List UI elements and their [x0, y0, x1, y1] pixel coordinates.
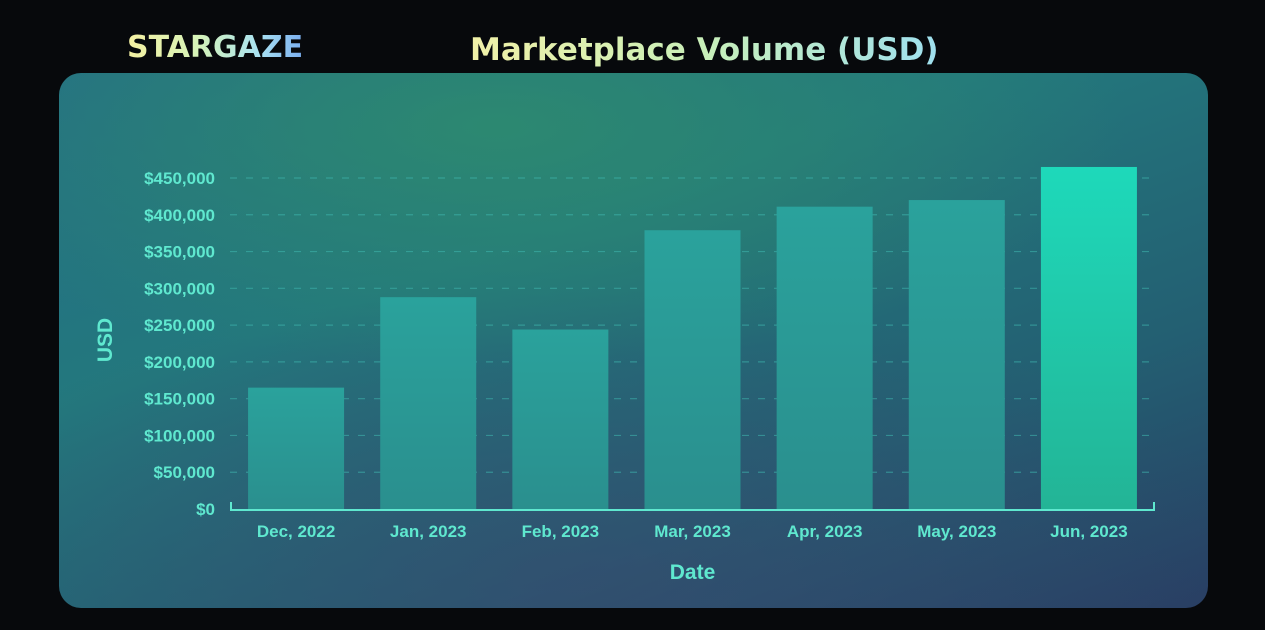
- bars: [248, 166, 1137, 510]
- y-tick-labels: $0 $50,000 $100,000 $150,000 $200,000 $250,00…: [144, 169, 215, 519]
- chart-title: Marketplace Volume (USD): [470, 32, 939, 68]
- y-tick-label: $450,000: [144, 169, 215, 188]
- x-tick-label: Dec, 2022: [257, 522, 335, 541]
- y-tick-label: $50,000: [154, 463, 215, 482]
- y-tick-label: $200,000: [144, 353, 215, 372]
- stargaze-logo: STARGAZE: [127, 30, 304, 65]
- y-tick-label: $350,000: [144, 243, 215, 262]
- y-axis-label: USD: [94, 318, 117, 362]
- x-tick-label: Jun, 2023: [1050, 522, 1128, 541]
- y-tick-label: $0: [196, 500, 215, 519]
- x-tick-label: Jan, 2023: [390, 522, 467, 541]
- x-tick-label: Apr, 2023: [787, 522, 863, 541]
- bar: [512, 329, 609, 509]
- y-tick-label: $100,000: [144, 426, 215, 445]
- y-tick-label: $400,000: [144, 206, 215, 225]
- x-axis: [230, 502, 1155, 511]
- x-tick-label: Mar, 2023: [654, 522, 731, 541]
- x-tick-label: May, 2023: [917, 522, 996, 541]
- y-tick-label: $250,000: [144, 316, 215, 335]
- x-axis-label: Date: [670, 561, 716, 584]
- bar: [644, 230, 741, 510]
- x-tick-labels: Dec, 2022 Jan, 2023 Feb, 2023 Mar, 2023 Apr,…: [257, 522, 1128, 541]
- chart-panel: [59, 73, 1208, 608]
- bar: [908, 200, 1005, 510]
- bar: [1040, 166, 1137, 509]
- y-tick-label: $300,000: [144, 279, 215, 298]
- x-tick-label: Feb, 2023: [522, 522, 600, 541]
- y-tick-label: $150,000: [144, 390, 215, 409]
- bar: [248, 387, 345, 509]
- bar: [776, 206, 873, 510]
- bar: [380, 297, 477, 509]
